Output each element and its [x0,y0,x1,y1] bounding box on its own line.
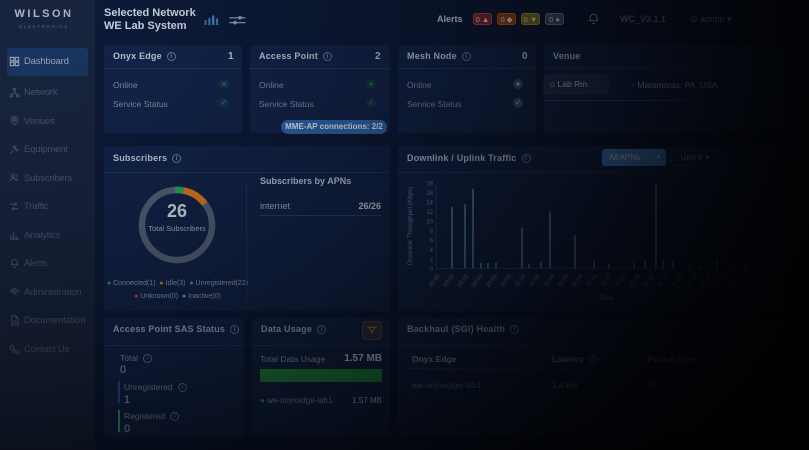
svg-text:10:56: 10:56 [485,274,499,289]
svg-text:10:52: 10:52 [457,274,471,289]
svg-text:11:32: 11:32 [743,274,756,289]
svg-text:16: 16 [426,191,433,197]
svg-text:11:14: 11:14 [614,273,628,288]
svg-text:10:54: 10:54 [471,273,485,289]
svg-text:Downlink Throughput (Kbps): Downlink Throughput (Kbps) [407,187,414,265]
svg-text:11:02: 11:02 [528,274,541,289]
svg-text:10:48: 10:48 [428,274,442,289]
svg-text:4: 4 [430,248,434,254]
svg-text:2: 2 [430,258,434,264]
svg-text:11:18: 11:18 [643,274,656,289]
svg-text:6: 6 [430,239,434,245]
svg-text:10:58: 10:58 [499,274,513,289]
svg-text:11:20: 11:20 [657,274,670,289]
svg-text:14: 14 [426,201,433,207]
svg-text:18: 18 [426,182,433,188]
svg-text:10: 10 [426,220,433,226]
svg-text:11:04: 11:04 [543,273,557,288]
svg-text:8: 8 [430,229,434,235]
svg-text:11:12: 11:12 [600,274,613,289]
svg-text:11:26: 11:26 [700,274,713,289]
svg-text:11:06: 11:06 [557,274,570,289]
svg-text:Time: Time [600,295,615,302]
svg-text:11:08: 11:08 [571,274,584,289]
svg-text:11:34: 11:34 [757,273,771,288]
svg-text:11:24: 11:24 [686,273,700,288]
svg-text:11:00: 11:00 [514,274,527,289]
svg-text:11:30: 11:30 [728,274,741,289]
svg-text:11:10: 11:10 [585,274,598,289]
svg-text:12: 12 [426,210,433,216]
svg-text:11:22: 11:22 [671,274,684,289]
svg-text:11:28: 11:28 [714,274,727,289]
svg-text:0: 0 [430,267,434,273]
svg-text:10:50: 10:50 [442,274,456,289]
svg-text:11:16: 11:16 [628,274,641,289]
